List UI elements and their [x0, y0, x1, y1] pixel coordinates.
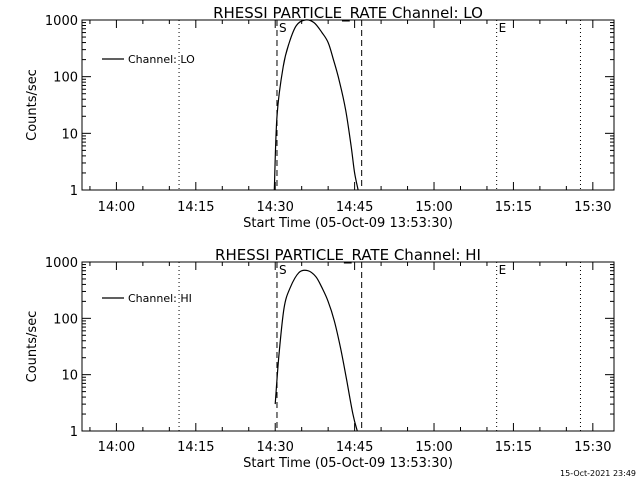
y-tick-label-1000: 1000 — [45, 256, 78, 271]
marker-label-e: E — [499, 263, 507, 277]
legend-entry-channel-hi: Channel: HI — [128, 292, 192, 305]
x-tick-label-14-30: 14:30 — [256, 440, 293, 455]
plot-frame — [81, 19, 615, 191]
x-tick-label-15-00: 15:00 — [415, 200, 452, 215]
x-tick-label-15-15: 15:15 — [495, 200, 532, 215]
x-tick-label-15-00: 15:00 — [415, 440, 452, 455]
y-tick-label-1: 1 — [70, 425, 78, 440]
panel-lo: RHESSI PARTICLE_RATE Channel: LO 14:00 14:… — [25, 4, 615, 231]
y-axis-label: Counts/sec — [25, 69, 40, 141]
series-line-channel-lo — [273, 19, 359, 191]
y-tick-label-10: 10 — [61, 127, 78, 142]
marker-label-e: E — [499, 21, 507, 35]
x-axis-label: Start Time (05-Oct-09 13:53:30) — [243, 456, 453, 471]
x-tick-label-14-45: 14:45 — [336, 200, 373, 215]
marker-label-s: S — [279, 21, 287, 35]
series-line-channel-hi — [274, 269, 358, 432]
x-tick-label-14-00: 14:00 — [98, 200, 135, 215]
x-tick-label-14-15: 14:15 — [177, 440, 214, 455]
footer-timestamp: 15-Oct-2021 23:49 — [560, 469, 636, 478]
chart-title: RHESSI PARTICLE_RATE Channel: LO — [213, 4, 483, 23]
y-tick-label-1: 1 — [70, 184, 78, 199]
x-tick-label-14-45: 14:45 — [336, 440, 373, 455]
x-tick-label-15-30: 15:30 — [574, 440, 611, 455]
x-axis-label: Start Time (05-Oct-09 13:53:30) — [243, 216, 453, 231]
y-tick-label-100: 100 — [53, 71, 78, 86]
y-tick-label-10: 10 — [61, 369, 78, 384]
chart-title: RHESSI PARTICLE_RATE Channel: HI — [215, 246, 481, 265]
y-axis-label: Counts/sec — [25, 311, 40, 383]
x-tick-label-15-15: 15:15 — [495, 440, 532, 455]
panel-hi: RHESSI PARTICLE_RATE Channel: HI 14:00 14:… — [25, 246, 615, 471]
plot-frame — [81, 261, 615, 432]
legend-entry-channel-lo: Channel: LO — [128, 53, 195, 66]
x-tick-label-14-30: 14:30 — [256, 200, 293, 215]
y-tick-label-100: 100 — [53, 312, 78, 327]
x-tick-label-14-15: 14:15 — [177, 200, 214, 215]
x-tick-label-14-00: 14:00 — [98, 440, 135, 455]
x-tick-label-15-30: 15:30 — [574, 200, 611, 215]
y-tick-label-1000: 1000 — [45, 14, 78, 29]
marker-label-s: S — [279, 263, 287, 277]
